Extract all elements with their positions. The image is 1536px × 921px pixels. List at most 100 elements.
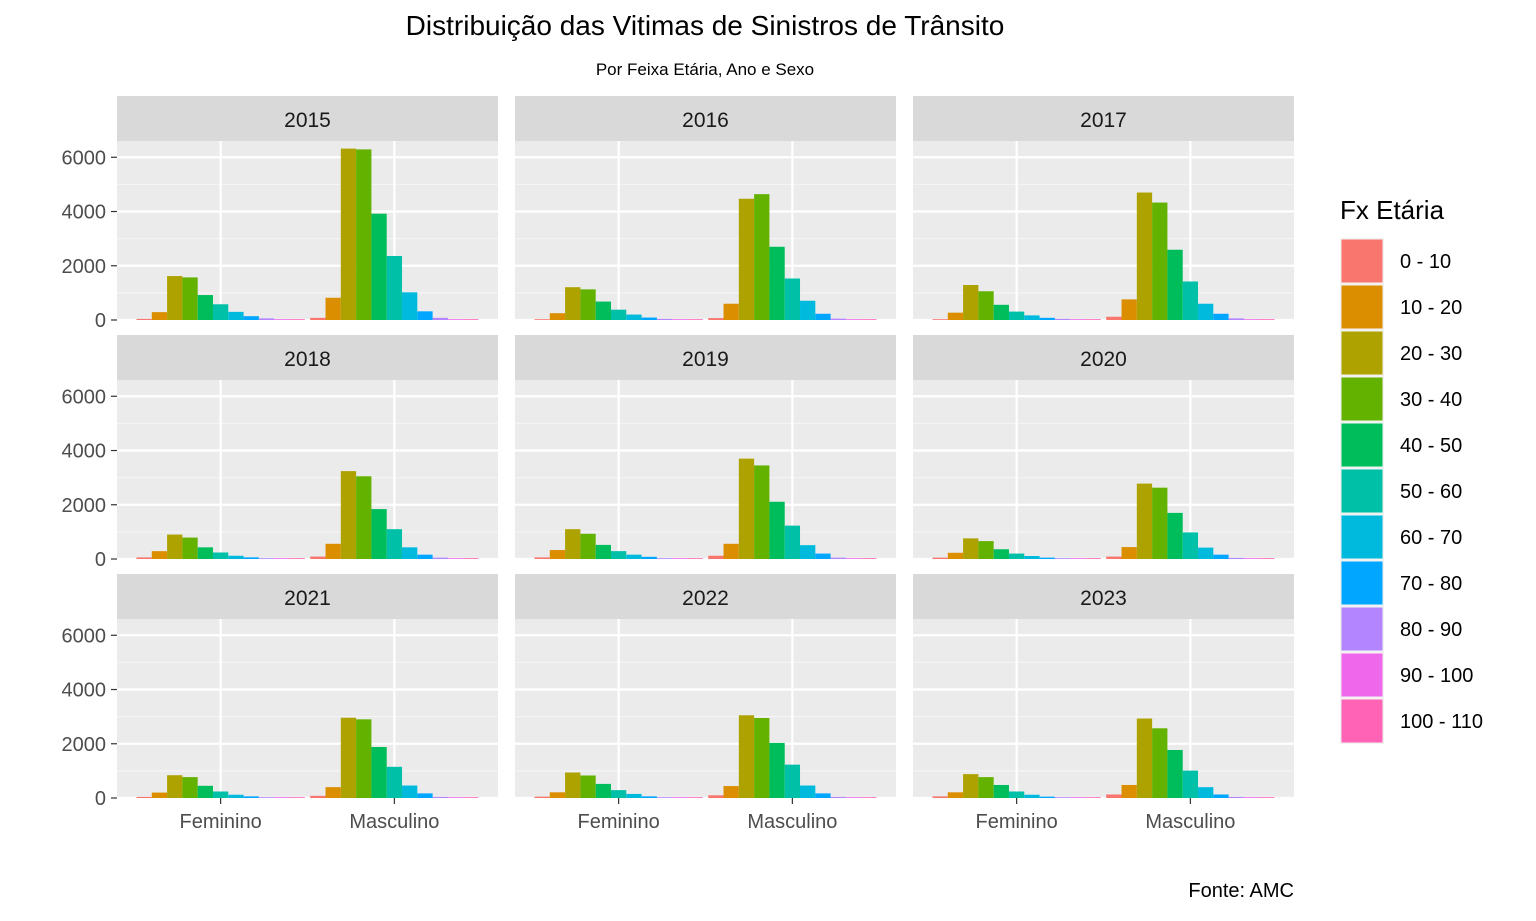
chart-caption: Fonte: AMC: [1188, 880, 1294, 902]
bar-2019-masculino-4: [769, 501, 785, 559]
bar-2017-feminino-5: [1008, 311, 1025, 320]
legend-label-10: 100 - 110: [1400, 711, 1483, 733]
bar-2019-feminino-0: [534, 557, 550, 559]
bar-2015-masculino-3: [356, 149, 372, 320]
bar-2021-feminino-7: [243, 796, 259, 798]
bar-2021-feminino-9: [274, 797, 290, 798]
bar-2015-feminino-3: [182, 277, 198, 320]
bar-2021-masculino-3: [356, 719, 372, 798]
bar-2022-masculino-0: [708, 795, 724, 798]
bar-2018-masculino-8: [432, 557, 448, 559]
bar-2022-masculino-7: [815, 793, 831, 798]
bar-2016-feminino-6: [626, 314, 642, 320]
facet-strip-2015: [117, 96, 498, 141]
bar-2015-feminino-5: [212, 304, 229, 320]
bar-2016-feminino-5: [610, 309, 627, 320]
x-tick-label-masculino: Masculino: [349, 811, 439, 833]
legend-label-2: 20 - 30: [1400, 343, 1462, 365]
bar-2016-masculino-9: [845, 319, 862, 320]
bar-2016-feminino-2: [565, 287, 581, 320]
bar-2019-feminino-6: [626, 554, 642, 559]
bar-2020-masculino-1: [1121, 547, 1137, 559]
legend-key-3: [1341, 377, 1383, 421]
bar-2022-feminino-6: [626, 793, 642, 798]
legend-key-9: [1341, 653, 1383, 697]
facet-strip-2022: [515, 574, 896, 619]
bar-2022-feminino-4: [595, 783, 611, 798]
bar-2021-feminino-0: [136, 796, 152, 798]
bar-2023-masculino-9: [1243, 797, 1260, 798]
bar-2018-feminino-10: [289, 558, 305, 559]
bar-2017-feminino-2: [963, 285, 979, 320]
legend-label-4: 40 - 50: [1400, 435, 1462, 457]
bar-2019-masculino-0: [708, 555, 724, 559]
bar-2019-masculino-1: [723, 543, 739, 559]
bar-2015-masculino-4: [371, 213, 387, 320]
bar-2017-feminino-10: [1085, 319, 1101, 320]
bar-2021-feminino-1: [151, 792, 168, 798]
x-tick-label-feminino: Feminino: [577, 811, 659, 833]
bar-2020-masculino-3: [1152, 487, 1168, 559]
bar-2020-feminino-4: [993, 549, 1009, 559]
bar-2018-feminino-7: [243, 557, 259, 559]
bar-2016-feminino-0: [534, 319, 550, 320]
bar-2022-feminino-0: [534, 796, 550, 798]
bar-2019-feminino-3: [580, 533, 596, 559]
y-tick-label: 0: [95, 310, 106, 332]
legend-label-7: 70 - 80: [1400, 573, 1462, 595]
bar-2018-masculino-5: [386, 529, 403, 559]
bar-2016-masculino-2: [738, 198, 755, 320]
bar-2022-feminino-9: [672, 797, 688, 798]
legend-label-5: 50 - 60: [1400, 481, 1462, 503]
bar-2020-feminino-1: [947, 552, 964, 559]
bar-2018-feminino-6: [228, 555, 244, 559]
bar-2020-feminino-10: [1085, 558, 1101, 559]
x-tick-label-feminino: Feminino: [179, 811, 261, 833]
panel-background-2018: [117, 380, 498, 559]
bar-2023-feminino-8: [1054, 797, 1071, 798]
y-tick-label: 2000: [62, 256, 107, 278]
bar-2018-feminino-1: [151, 551, 168, 559]
bar-2022-masculino-10: [861, 797, 877, 798]
bar-2015-masculino-8: [432, 317, 448, 320]
bar-2016-feminino-10: [687, 319, 703, 320]
bar-2019-masculino-3: [754, 465, 770, 559]
bar-2017-masculino-8: [1228, 318, 1244, 320]
bar-2023-feminino-6: [1024, 794, 1040, 798]
bar-2023-feminino-1: [947, 792, 964, 798]
bar-2018-feminino-0: [136, 557, 152, 559]
bar-2017-feminino-8: [1054, 318, 1071, 320]
bar-2015-masculino-6: [402, 292, 418, 320]
bar-2016-masculino-4: [769, 246, 785, 320]
x-tick-label-masculino: Masculino: [747, 811, 837, 833]
bar-2021-feminino-4: [197, 785, 213, 798]
bar-2016-feminino-7: [641, 317, 657, 320]
bar-2015-feminino-10: [289, 319, 305, 320]
bar-2021-masculino-2: [340, 717, 357, 798]
facet-label-2019: 2019: [682, 348, 729, 371]
panel-background-2023: [913, 619, 1294, 798]
bar-2017-masculino-3: [1152, 202, 1168, 320]
y-tick-label: 4000: [62, 202, 107, 224]
legend-label-0: 0 - 10: [1400, 251, 1451, 273]
bar-2020-feminino-3: [978, 541, 994, 559]
bar-2015-feminino-9: [274, 319, 290, 320]
bar-2016-masculino-8: [830, 318, 846, 320]
facet-label-2020: 2020: [1080, 348, 1127, 371]
bar-2017-feminino-3: [978, 291, 994, 320]
bar-2015-masculino-1: [325, 297, 341, 320]
bar-2019-feminino-7: [641, 556, 657, 559]
bar-2023-feminino-4: [993, 784, 1009, 798]
legend-key-8: [1341, 607, 1383, 651]
bar-2017-masculino-6: [1198, 303, 1214, 320]
bar-2017-masculino-7: [1213, 313, 1229, 320]
bar-2020-masculino-10: [1259, 558, 1275, 559]
bar-2019-masculino-10: [861, 558, 877, 559]
bar-2019-feminino-2: [565, 529, 581, 559]
bar-2021-feminino-3: [182, 777, 198, 798]
legend-label-3: 30 - 40: [1400, 389, 1462, 411]
bar-2022-masculino-9: [845, 797, 862, 798]
bar-2018-masculino-4: [371, 509, 387, 559]
bar-2015-masculino-7: [417, 311, 433, 320]
bar-2019-masculino-6: [800, 545, 816, 559]
